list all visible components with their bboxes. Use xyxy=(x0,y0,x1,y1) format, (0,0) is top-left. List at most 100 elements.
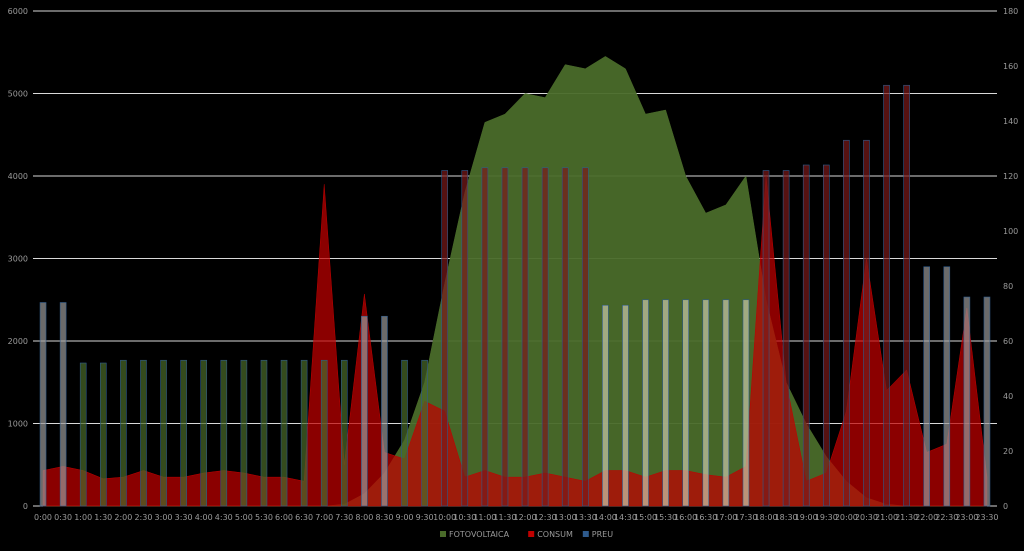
bar xyxy=(280,359,288,507)
bar xyxy=(39,302,47,507)
bar xyxy=(421,359,428,507)
x-tick-label: 1:30 xyxy=(94,513,112,522)
x-tick-label: 3:00 xyxy=(155,513,173,522)
legend-label: CONSUM xyxy=(537,530,573,539)
y-left-tick-label: 4000 xyxy=(8,172,28,181)
y-right-tick-label: 60 xyxy=(1003,337,1013,346)
bar xyxy=(140,359,147,507)
x-tick-label: 16:00 xyxy=(674,513,697,522)
y-right-tick-label: 0 xyxy=(1003,502,1008,511)
y-right-tick-label: 180 xyxy=(1003,7,1018,16)
y-left-tick-label: 2000 xyxy=(8,337,28,346)
x-tick-label: 17:00 xyxy=(714,513,737,522)
x-tick-label: 20:30 xyxy=(855,513,878,522)
x-tick-label: 23:00 xyxy=(955,513,978,522)
bar xyxy=(943,266,951,507)
bar-series xyxy=(39,84,991,507)
bar xyxy=(762,170,770,507)
x-tick-label: 22:30 xyxy=(935,513,958,522)
y-axis-right: 0 20 40 60 80 100 120 140 160 180 xyxy=(1003,7,1018,511)
y-right-tick-label: 100 xyxy=(1003,227,1018,236)
bar xyxy=(320,359,328,507)
legend-swatch xyxy=(528,531,535,537)
legend-swatch xyxy=(582,531,589,537)
x-tick-label: 2:30 xyxy=(134,513,152,522)
y-right-tick-label: 40 xyxy=(1003,392,1013,401)
bar xyxy=(983,296,991,507)
y-left-tick-label: 1000 xyxy=(8,420,28,429)
x-tick-label: 13:00 xyxy=(554,513,577,522)
bar xyxy=(481,167,489,507)
x-tick-label: 20:00 xyxy=(835,513,858,522)
bar xyxy=(160,359,167,507)
legend-label: PREU xyxy=(592,530,613,539)
x-tick-label: 14:30 xyxy=(614,513,637,522)
bar xyxy=(461,170,469,507)
bar xyxy=(521,167,529,507)
x-tick-label: 10:00 xyxy=(433,513,456,522)
x-tick-label: 0:30 xyxy=(54,513,72,522)
bar xyxy=(541,167,549,507)
legend-swatch xyxy=(440,531,446,537)
x-tick-label: 6:30 xyxy=(295,513,313,522)
bar xyxy=(240,359,248,507)
y-right-tick-label: 80 xyxy=(1003,282,1013,291)
x-tick-label: 22:00 xyxy=(915,513,938,522)
x-tick-label: 19:30 xyxy=(815,513,838,522)
x-tick-label: 21:00 xyxy=(875,513,898,522)
bar xyxy=(602,304,609,507)
x-tick-label: 18:30 xyxy=(775,513,798,522)
y-right-tick-label: 140 xyxy=(1003,117,1018,126)
bar xyxy=(401,359,408,507)
bar xyxy=(722,299,730,507)
bar xyxy=(200,359,208,507)
y-right-tick-label: 120 xyxy=(1003,172,1018,181)
x-tick-label: 5:00 xyxy=(235,513,253,522)
x-tick-label: 15:30 xyxy=(654,513,677,522)
bar xyxy=(782,170,790,507)
bar xyxy=(883,84,890,507)
legend: FOTOVOLTAICA CONSUM PREU xyxy=(440,530,613,539)
bar xyxy=(822,164,830,507)
y-right-tick-label: 160 xyxy=(1003,62,1018,71)
bar xyxy=(963,296,971,507)
bar xyxy=(923,266,931,507)
bar xyxy=(863,139,870,507)
x-tick-label: 1:00 xyxy=(74,513,92,522)
x-tick-label: 3:30 xyxy=(175,513,193,522)
bar xyxy=(662,299,669,507)
bar xyxy=(441,170,449,507)
y-right-tick-label: 20 xyxy=(1003,447,1013,456)
bar xyxy=(59,302,67,507)
bar xyxy=(622,304,629,507)
bar xyxy=(742,299,750,507)
x-tick-label: 18:00 xyxy=(755,513,778,522)
x-tick-label: 13:30 xyxy=(574,513,597,522)
bar xyxy=(120,359,127,507)
x-tick-label: 23:30 xyxy=(975,513,998,522)
x-tick-label: 16:30 xyxy=(694,513,717,522)
x-tick-label: 12:30 xyxy=(534,513,557,522)
x-tick-label: 11:00 xyxy=(473,513,496,522)
bar xyxy=(702,299,710,507)
bar xyxy=(361,315,368,507)
bar xyxy=(642,299,649,507)
x-tick-label: 4:30 xyxy=(215,513,233,522)
x-tick-label: 4:00 xyxy=(195,513,213,522)
x-tick-label: 10:30 xyxy=(453,513,476,522)
bar xyxy=(903,84,910,507)
bar xyxy=(79,362,87,507)
y-left-tick-label: 3000 xyxy=(8,255,28,264)
bar xyxy=(220,359,228,507)
bar xyxy=(581,167,589,507)
x-axis: 0:00 0:30 1:00 1:30 2:00 2:30 3:00 3:30 4:00 4:30… xyxy=(34,513,998,522)
x-tick-label: 0:00 xyxy=(34,513,52,522)
x-tick-label: 2:00 xyxy=(114,513,132,522)
x-tick-label: 9:30 xyxy=(416,513,434,522)
x-tick-label: 15:00 xyxy=(634,513,657,522)
x-tick-label: 8:30 xyxy=(375,513,393,522)
x-tick-label: 17:30 xyxy=(734,513,757,522)
x-tick-label: 11:30 xyxy=(493,513,516,522)
bar xyxy=(300,359,308,507)
